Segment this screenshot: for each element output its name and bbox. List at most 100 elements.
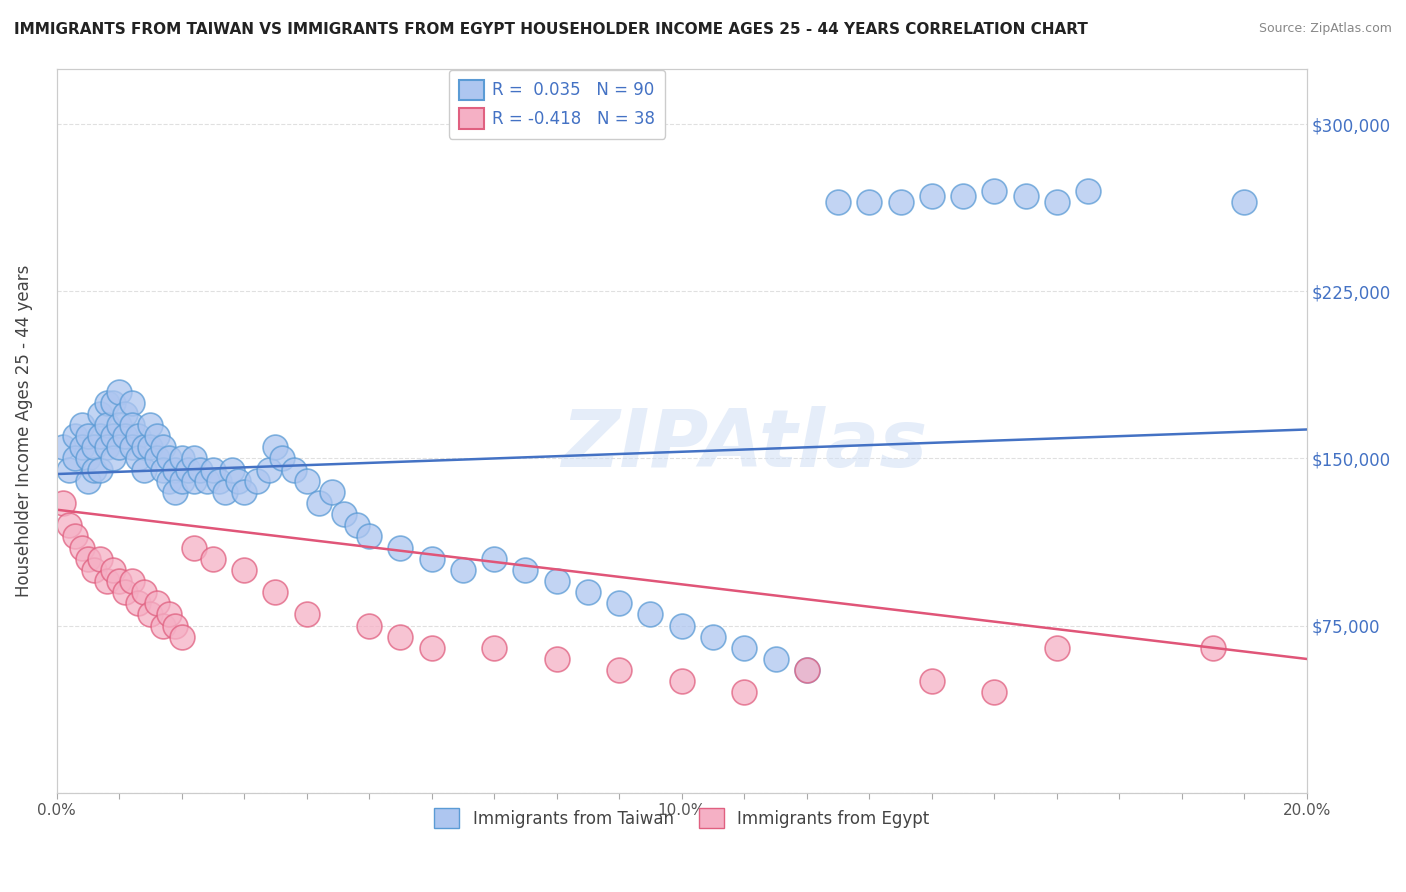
Point	[52, 440, 75, 454]
Point	[89, 551, 111, 566]
Point	[108, 574, 131, 588]
Point	[101, 395, 124, 409]
Point	[451, 563, 474, 577]
Point	[765, 652, 787, 666]
Point	[127, 451, 149, 466]
Point	[121, 417, 143, 432]
Text: ZIPAtlas: ZIPAtlas	[561, 406, 928, 484]
Point	[233, 563, 256, 577]
Point	[952, 188, 974, 202]
Point	[389, 630, 412, 644]
Point	[134, 585, 156, 599]
Point	[546, 652, 568, 666]
Point	[58, 518, 80, 533]
Point	[201, 462, 224, 476]
Point	[145, 429, 167, 443]
Point	[152, 440, 174, 454]
Point	[96, 574, 118, 588]
Point	[101, 563, 124, 577]
Point	[214, 484, 236, 499]
Point	[702, 630, 724, 644]
Point	[607, 663, 630, 677]
Point	[89, 462, 111, 476]
Point	[295, 607, 318, 622]
Point	[183, 451, 205, 466]
Y-axis label: Householder Income Ages 25 - 44 years: Householder Income Ages 25 - 44 years	[15, 264, 32, 597]
Point	[101, 451, 124, 466]
Point	[139, 440, 162, 454]
Point	[152, 618, 174, 632]
Point	[127, 596, 149, 610]
Point	[482, 640, 505, 655]
Point	[264, 440, 287, 454]
Point	[359, 618, 381, 632]
Point	[733, 640, 755, 655]
Point	[139, 417, 162, 432]
Point	[83, 440, 105, 454]
Point	[640, 607, 662, 622]
Point	[1046, 640, 1069, 655]
Point	[346, 518, 368, 533]
Point	[127, 429, 149, 443]
Point	[264, 585, 287, 599]
Point	[1202, 640, 1225, 655]
Point	[121, 574, 143, 588]
Point	[921, 188, 943, 202]
Point	[190, 462, 212, 476]
Point	[83, 563, 105, 577]
Point	[827, 195, 849, 210]
Point	[1046, 195, 1069, 210]
Point	[890, 195, 912, 210]
Point	[65, 429, 87, 443]
Point	[108, 384, 131, 399]
Legend: Immigrants from Taiwan, Immigrants from Egypt: Immigrants from Taiwan, Immigrants from …	[427, 801, 936, 835]
Point	[195, 474, 218, 488]
Point	[170, 451, 193, 466]
Point	[170, 474, 193, 488]
Point	[226, 474, 249, 488]
Point	[165, 462, 187, 476]
Point	[733, 685, 755, 699]
Point	[139, 607, 162, 622]
Point	[1014, 188, 1036, 202]
Point	[796, 663, 818, 677]
Point	[576, 585, 599, 599]
Point	[796, 663, 818, 677]
Point	[114, 429, 136, 443]
Point	[983, 685, 1005, 699]
Point	[52, 496, 75, 510]
Point	[983, 184, 1005, 198]
Point	[108, 440, 131, 454]
Point	[177, 462, 200, 476]
Point	[121, 395, 143, 409]
Point	[270, 451, 292, 466]
Point	[65, 451, 87, 466]
Point	[420, 551, 443, 566]
Point	[221, 462, 243, 476]
Point	[165, 618, 187, 632]
Point	[607, 596, 630, 610]
Point	[76, 451, 98, 466]
Point	[308, 496, 330, 510]
Point	[65, 529, 87, 543]
Point	[671, 618, 693, 632]
Point	[152, 462, 174, 476]
Point	[70, 541, 93, 555]
Point	[157, 607, 180, 622]
Point	[76, 551, 98, 566]
Point	[101, 429, 124, 443]
Point	[183, 541, 205, 555]
Point	[420, 640, 443, 655]
Point	[96, 440, 118, 454]
Point	[83, 462, 105, 476]
Point	[389, 541, 412, 555]
Point	[134, 440, 156, 454]
Point	[165, 484, 187, 499]
Point	[858, 195, 880, 210]
Point	[183, 474, 205, 488]
Point	[76, 429, 98, 443]
Point	[121, 440, 143, 454]
Point	[546, 574, 568, 588]
Point	[96, 395, 118, 409]
Point	[283, 462, 305, 476]
